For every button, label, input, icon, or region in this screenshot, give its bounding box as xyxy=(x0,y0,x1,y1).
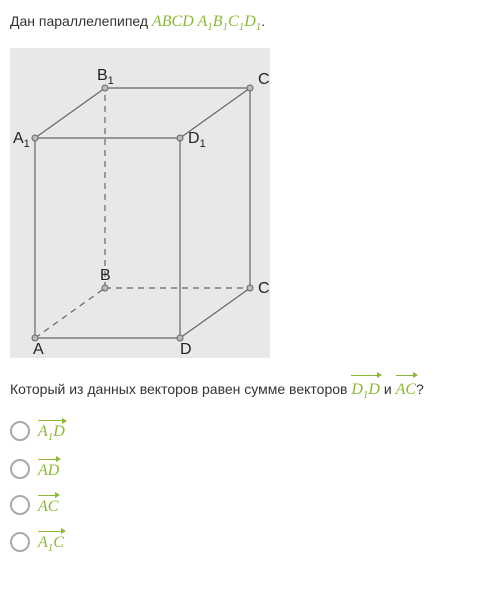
question-text: Который из данных векторов равен сумме в… xyxy=(10,374,490,404)
parallelepiped-figure: A D B C A1 D1 B1 C1 xyxy=(10,48,270,358)
option-0-label: A1D xyxy=(38,419,65,443)
option-2[interactable]: AC xyxy=(10,494,490,516)
radio-icon xyxy=(10,459,30,479)
radio-icon xyxy=(10,532,30,552)
svg-text:D1: D1 xyxy=(188,130,206,150)
svg-text:A: A xyxy=(33,341,44,358)
svg-text:C1: C1 xyxy=(258,71,270,91)
radio-icon xyxy=(10,421,30,441)
question-p2: и xyxy=(380,381,396,397)
svg-text:A1: A1 xyxy=(13,130,30,150)
option-3-label: A1C xyxy=(38,530,64,554)
svg-text:B: B xyxy=(100,267,111,284)
intro-suffix: . xyxy=(261,13,265,29)
intro-prefix: Дан параллелепипед xyxy=(10,13,152,29)
svg-text:B1: B1 xyxy=(97,67,114,87)
intro-math: ABCD A1B1C1D1 xyxy=(152,13,261,30)
option-3[interactable]: A1C xyxy=(10,530,490,554)
option-2-label: AC xyxy=(38,494,58,516)
intro-text: Дан параллелепипед ABCD A1B1C1D1. xyxy=(10,10,490,36)
option-0[interactable]: A1D xyxy=(10,419,490,443)
options-list: A1D AD AC A1C xyxy=(10,419,490,553)
question-p3: ? xyxy=(416,381,424,397)
vector-ac: AC xyxy=(396,374,416,402)
vector-d1d: D1D xyxy=(351,374,380,404)
svg-text:C: C xyxy=(258,280,270,297)
option-1-label: AD xyxy=(38,458,59,480)
question-p1: Который из данных векторов равен сумме в… xyxy=(10,381,351,397)
option-1[interactable]: AD xyxy=(10,458,490,480)
radio-icon xyxy=(10,495,30,515)
svg-text:D: D xyxy=(180,341,192,358)
